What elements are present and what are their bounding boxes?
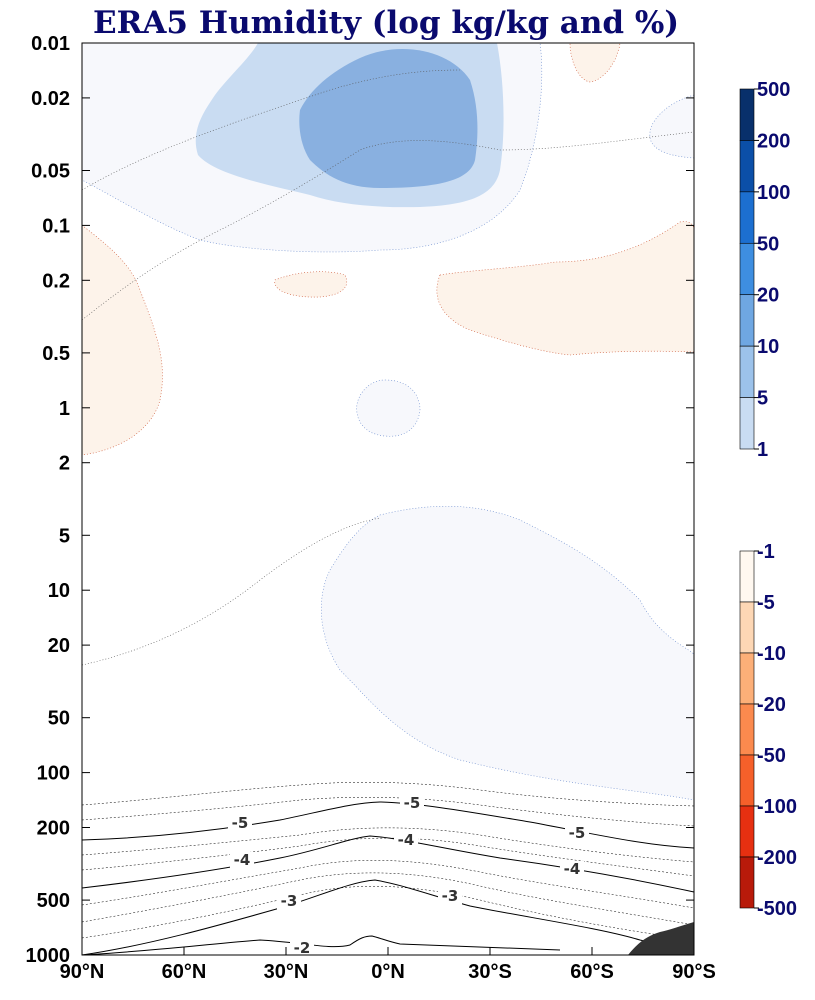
colorbar-label: -20: [757, 694, 786, 716]
region-small-negative: [274, 271, 348, 298]
x-tick-label: 90°N: [60, 961, 105, 983]
colorbar-swatch: [739, 397, 755, 450]
contour-label-bg: [290, 940, 314, 957]
contour-label: -4: [234, 851, 251, 869]
y-tick-label: 5: [59, 525, 70, 547]
contour-label: -5: [569, 824, 586, 842]
contour-label-bg: [394, 832, 418, 849]
contour-label-bg: [565, 825, 589, 842]
positive-colorbar: 500 200 100 50 20 10 5 1: [739, 79, 790, 461]
y-tick-label: 10: [48, 580, 70, 602]
colorbar-label: 500: [757, 79, 790, 101]
contour-label: -2: [294, 939, 311, 957]
colorbar-label: -200: [757, 847, 797, 869]
contour-label: -5: [232, 814, 249, 832]
x-tick-label: 60°S: [570, 961, 614, 983]
colorbar-swatch: [739, 242, 755, 296]
region-upper-10-20: [299, 49, 478, 188]
colorbar-label: -50: [757, 745, 786, 767]
colorbar-swatch: [739, 88, 755, 141]
colorbar-label: 1: [757, 439, 768, 461]
y-tick-label: 0.2: [42, 270, 70, 292]
colorbar-swatch: [739, 294, 755, 347]
x-tick-label: 90°S: [672, 961, 716, 983]
faint-lines: [81, 69, 695, 666]
x-tick-label: 30°N: [264, 961, 309, 983]
x-tick-label: 0°N: [371, 961, 405, 983]
contour-label-bg: [400, 795, 424, 812]
region-tropical-stratosphere: [321, 506, 695, 801]
topography: [628, 922, 694, 955]
colorbar-swatch: [739, 856, 755, 909]
contour-label: -4: [398, 831, 415, 849]
colorbar-swatch: [739, 140, 755, 193]
colorbar-swatch: [739, 550, 755, 603]
contour-label: -5: [404, 794, 421, 812]
chart-title: ERA5 Humidity (log kg/kg and %): [93, 5, 679, 41]
y-tick-label: 100: [37, 763, 70, 785]
contour-label-bg: [230, 852, 254, 869]
colorbar-label: -1: [757, 541, 775, 563]
colorbar-swatch: [739, 703, 755, 756]
contour-label-bg: [277, 893, 301, 910]
contour-label: -3: [281, 892, 298, 910]
colorbar-label: -100: [757, 796, 797, 818]
y-tick-label: 1: [59, 398, 70, 420]
region-upper-right: [649, 94, 695, 159]
colorbar-swatch: [739, 805, 755, 858]
y-tick-label: 0.02: [31, 88, 70, 110]
contour-label-bg: [228, 815, 252, 832]
colorbar-label: 200: [757, 130, 790, 152]
colorbar-swatch: [739, 601, 755, 654]
colorbar-swatch: [739, 754, 755, 807]
colorbar-label: 5: [757, 388, 768, 410]
region-top-negative: [569, 42, 621, 83]
colorbar-label: 100: [757, 182, 790, 204]
colorbar-swatch: [739, 345, 755, 398]
y-tick-label: 500: [37, 890, 70, 912]
y-tick-label: 0.05: [31, 160, 70, 182]
colorbar-label: 20: [757, 285, 779, 307]
contour-label-bg: [438, 888, 462, 905]
colorbar-swatch: [739, 191, 755, 244]
contour-label: -4: [564, 860, 581, 878]
region-polar-north-negative: [81, 224, 163, 456]
y-tick-label: 20: [48, 635, 70, 657]
colorbar-label: -10: [757, 643, 786, 665]
y-axis: 0.01 0.02 0.05 0.1 0.2 0.5 1 2 5 10 20 50 100 200 500 1…: [26, 33, 694, 967]
x-axis: 90°N 60°N 30°N 0°N 30°S 60°S 90°S: [60, 947, 716, 983]
contour-label: -3: [442, 887, 459, 905]
region-southern-negative: [436, 221, 695, 356]
colorbar-label: 10: [757, 336, 779, 358]
contour-label-bg: [560, 861, 584, 878]
plot-area: -5 -5 -5 -4 -4 -4 -3 -3 -2: [81, 42, 695, 957]
x-tick-label: 60°N: [162, 961, 207, 983]
y-tick-label: 2: [59, 453, 70, 475]
y-tick-label: 0.5: [42, 343, 70, 365]
y-tick-label: 1000: [26, 945, 71, 967]
contour-labels: -5 -5 -5 -4 -4 -4 -3 -3 -2: [228, 794, 589, 957]
colorbar-label: -5: [757, 592, 775, 614]
colorbar-label: -500: [757, 898, 797, 920]
region-small-blob: [356, 379, 421, 437]
y-tick-label: 0.1: [42, 215, 70, 237]
y-tick-label: 0.01: [31, 33, 70, 55]
contour-lines: [81, 782, 695, 956]
colorbar-label: 50: [757, 233, 779, 255]
colorbar-swatch: [739, 652, 755, 705]
y-tick-label: 200: [37, 818, 70, 840]
y-tick-label: 50: [48, 708, 70, 730]
negative-colorbar: -1 -5 -10 -20 -50 -100 -200 -500: [739, 541, 797, 920]
x-tick-label: 30°S: [468, 961, 512, 983]
